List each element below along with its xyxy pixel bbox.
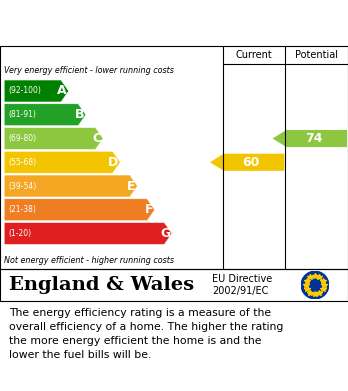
Text: (39-54): (39-54) (8, 181, 37, 190)
Text: (81-91): (81-91) (8, 110, 36, 119)
Text: 74: 74 (305, 132, 323, 145)
Polygon shape (4, 80, 69, 102)
Text: (21-38): (21-38) (8, 205, 36, 214)
Text: B: B (75, 108, 84, 121)
Text: The energy efficiency rating is a measure of the
overall efficiency of a home. T: The energy efficiency rating is a measur… (9, 308, 283, 360)
Text: E: E (127, 179, 136, 192)
Text: A: A (57, 84, 67, 97)
Text: F: F (144, 203, 153, 216)
Polygon shape (4, 104, 86, 126)
Polygon shape (4, 151, 120, 173)
Text: (55-68): (55-68) (8, 158, 37, 167)
Text: (1-20): (1-20) (8, 229, 31, 238)
Text: G: G (160, 227, 170, 240)
Polygon shape (4, 175, 137, 197)
Text: (92-100): (92-100) (8, 86, 41, 95)
Text: Very energy efficient - lower running costs: Very energy efficient - lower running co… (4, 66, 174, 75)
Polygon shape (210, 154, 284, 171)
Polygon shape (4, 222, 172, 244)
Text: (69-80): (69-80) (8, 134, 37, 143)
Text: EU Directive: EU Directive (212, 274, 272, 284)
Text: Potential: Potential (295, 50, 338, 60)
Text: 60: 60 (243, 156, 260, 169)
Text: Energy Efficiency Rating: Energy Efficiency Rating (9, 14, 238, 32)
Text: Current: Current (236, 50, 272, 60)
Text: 2002/91/EC: 2002/91/EC (212, 287, 269, 296)
Text: England & Wales: England & Wales (9, 276, 194, 294)
Text: Not energy efficient - higher running costs: Not energy efficient - higher running co… (4, 256, 174, 265)
Circle shape (301, 271, 329, 299)
Polygon shape (4, 127, 103, 149)
Text: C: C (92, 132, 101, 145)
Polygon shape (4, 199, 155, 221)
Polygon shape (272, 130, 347, 147)
Text: D: D (108, 156, 119, 169)
